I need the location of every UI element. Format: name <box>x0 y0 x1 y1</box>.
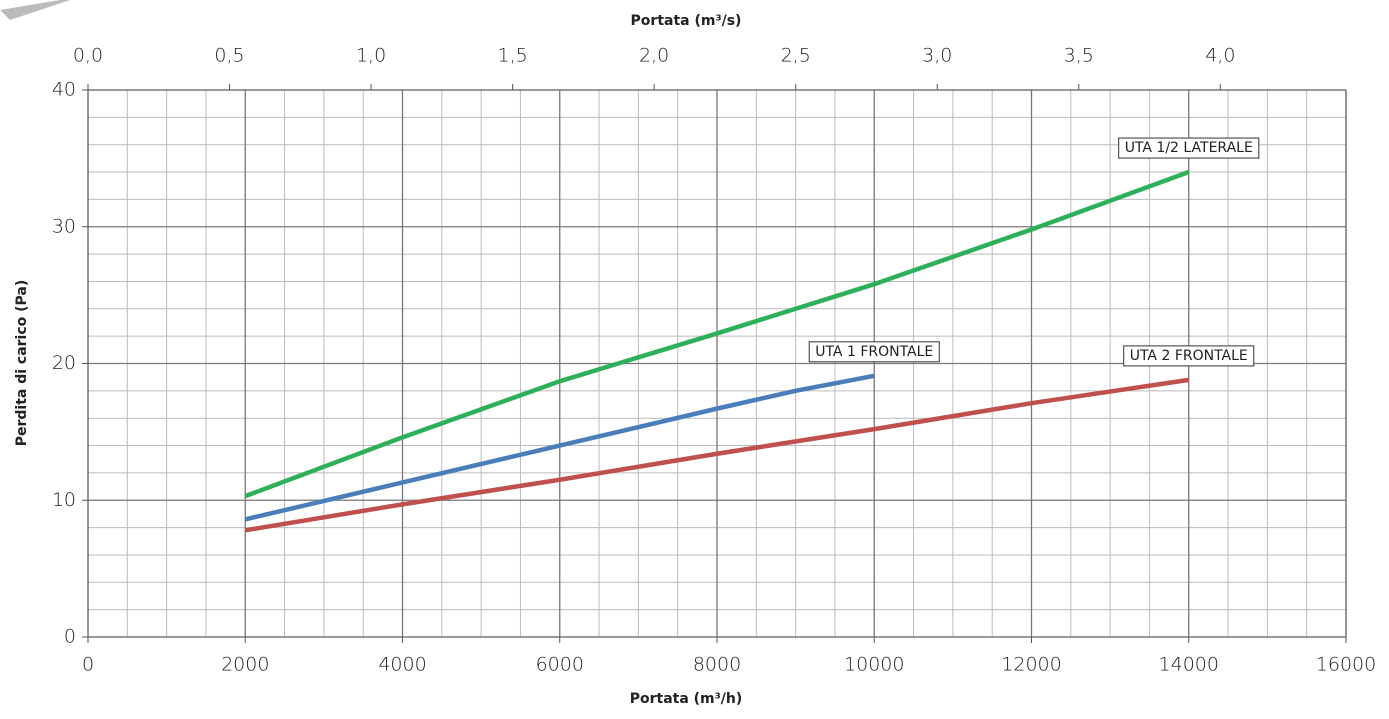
x-tick-label: 6000 <box>536 654 584 676</box>
y-axis-title: Perdita di carico (Pa) <box>14 280 30 447</box>
label-box <box>808 341 940 363</box>
series-label: UTA 2 FRONTALE <box>1130 348 1248 364</box>
x2-axis-title: Portata (m³/s) <box>631 13 742 29</box>
x-tick-label: 12000 <box>1001 654 1061 676</box>
x2-tick-label: 3,5 <box>1064 45 1094 67</box>
y-tick-label: 40 <box>52 79 76 101</box>
series-line <box>244 377 1190 533</box>
x2-tick-label: 4,0 <box>1205 45 1235 67</box>
x-tick-label: 16000 <box>1316 654 1376 676</box>
x-tick-label: 0 <box>82 654 94 676</box>
label-box <box>1123 345 1255 367</box>
x2-tick-label: 0,5 <box>214 45 244 67</box>
x2-tick-label: 3,0 <box>922 45 952 67</box>
x-axis-title: Portata (m³/h) <box>630 691 743 707</box>
x2-tick-label: 2,0 <box>639 45 669 67</box>
decoration <box>0 0 70 20</box>
y-tick-label: 30 <box>52 215 76 237</box>
x-tick-label: 4000 <box>378 654 426 676</box>
x-tick-label: 10000 <box>844 654 904 676</box>
x2-tick-label: 2,5 <box>781 45 811 67</box>
x2-tick-label: 1,5 <box>498 45 528 67</box>
x-tick-label: 14000 <box>1159 654 1219 676</box>
y-tick-label: 0 <box>64 626 76 648</box>
series-line <box>244 373 875 522</box>
series-line <box>244 169 1190 499</box>
x-tick-label: 2000 <box>221 654 269 676</box>
x2-tick-label: 0,0 <box>73 45 103 67</box>
y-tick-label: 10 <box>52 489 76 511</box>
label-box <box>1118 137 1260 159</box>
x2-tick-label: 1,0 <box>356 45 386 67</box>
y-tick-label: 20 <box>52 352 76 374</box>
x-tick-label: 8000 <box>693 654 741 676</box>
series-label: UTA 1 FRONTALE <box>815 344 933 360</box>
series-label: UTA 1/2 LATERALE <box>1125 140 1253 156</box>
